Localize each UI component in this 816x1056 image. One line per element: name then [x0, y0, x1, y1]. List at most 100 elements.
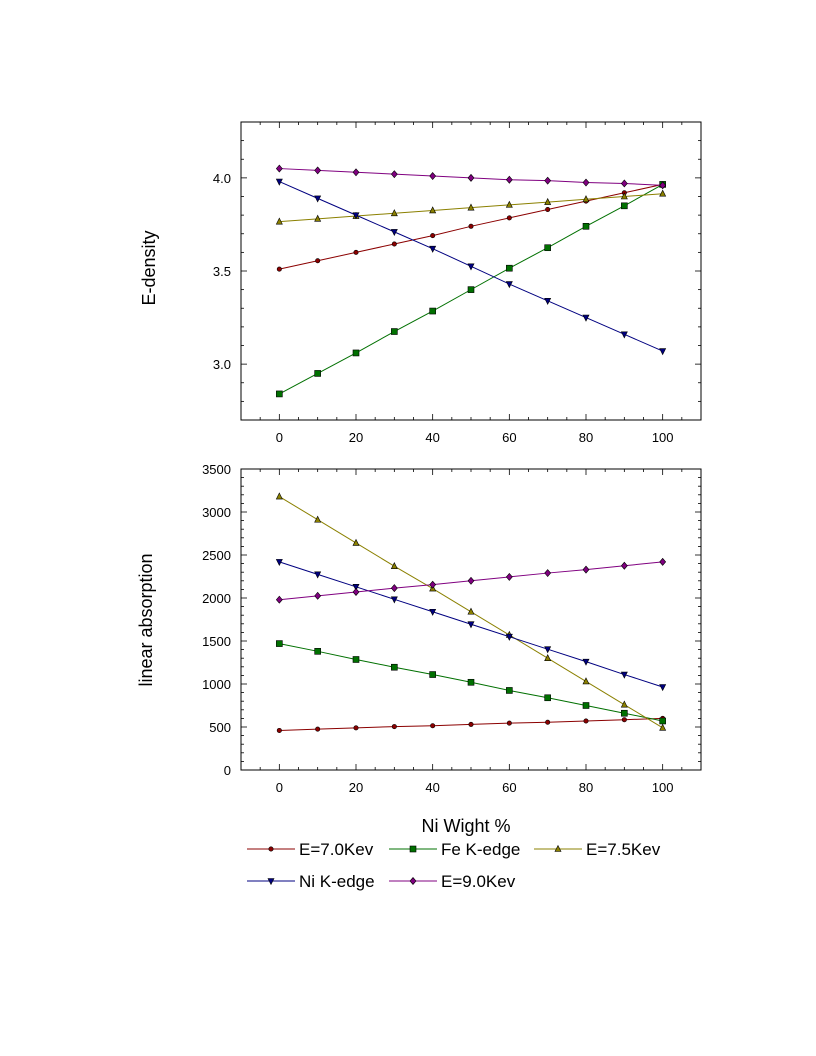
legend-label: E=9.0Kev — [441, 872, 516, 891]
data-point — [430, 723, 436, 729]
series-E=7.5Kev — [275, 492, 667, 731]
data-point — [582, 677, 590, 685]
data-point — [506, 215, 512, 221]
data-point — [544, 176, 552, 185]
data-point — [620, 192, 628, 200]
series-Fe K-edge — [276, 640, 666, 725]
data-point — [390, 209, 398, 217]
plot-top: 0 20 40 60 80 100 3.0 3.5 4.0 — [213, 121, 702, 445]
data-point — [276, 390, 283, 398]
top-y-axis-title: E-density — [139, 230, 159, 305]
data-point — [506, 264, 513, 272]
data-point — [620, 331, 628, 339]
data-point — [544, 197, 552, 205]
legend-label: Fe K-edge — [441, 840, 520, 859]
data-point — [352, 212, 360, 220]
data-point — [544, 694, 551, 702]
data-point — [352, 349, 360, 357]
legend-marker — [409, 845, 417, 853]
data-point — [353, 249, 359, 255]
data-point — [352, 588, 360, 596]
data-point — [544, 244, 551, 252]
data-point — [352, 584, 360, 591]
y-tick-label: 1500 — [202, 634, 231, 649]
data-point — [275, 492, 283, 500]
x-tick-label: 60 — [502, 430, 516, 445]
data-point — [276, 266, 282, 272]
x-tick-label: 0 — [276, 430, 283, 445]
legend-marker — [268, 846, 274, 852]
y-tick-label: 3.5 — [213, 264, 231, 279]
data-point — [505, 281, 513, 289]
data-point — [429, 206, 437, 214]
data-point — [545, 207, 551, 213]
y-tick-label: 0 — [224, 763, 231, 778]
legend-label: Ni K-edge — [299, 872, 375, 891]
data-point — [659, 181, 667, 190]
data-point — [315, 258, 321, 264]
data-point — [352, 538, 360, 546]
data-point — [275, 178, 283, 186]
data-point — [390, 170, 398, 179]
data-point — [582, 565, 590, 574]
data-point — [582, 658, 590, 666]
data-point — [467, 203, 475, 211]
data-point — [390, 562, 398, 569]
x-tick-label: 80 — [579, 780, 593, 795]
data-point — [429, 671, 436, 678]
data-point — [544, 654, 552, 662]
data-point — [314, 571, 322, 579]
data-point — [582, 314, 590, 322]
x-tick-label: 100 — [652, 780, 674, 795]
x-axis-title: Ni Wight % — [421, 816, 510, 836]
data-point — [390, 596, 398, 604]
data-point — [506, 720, 512, 726]
data-point — [314, 648, 321, 655]
data-point — [505, 200, 513, 208]
legend-item: E=7.5Kev — [534, 840, 661, 859]
data-point — [659, 189, 667, 197]
legend-item: E=9.0Kev — [389, 872, 516, 891]
series-E=9.0Kev — [275, 164, 667, 190]
data-point — [430, 233, 436, 239]
series-Fe K-edge — [276, 181, 666, 398]
data-point — [506, 687, 513, 694]
y-tick-label: 3.0 — [213, 357, 231, 372]
data-point — [429, 172, 437, 180]
legend-marker — [554, 844, 562, 852]
x-tick-label: 60 — [502, 780, 516, 795]
data-point — [659, 348, 667, 356]
data-point — [391, 724, 397, 730]
data-point — [467, 607, 475, 615]
data-point — [505, 633, 513, 641]
data-point — [659, 723, 667, 731]
data-point — [352, 168, 360, 177]
data-point — [467, 621, 475, 629]
data-point — [620, 561, 628, 570]
data-point — [390, 584, 398, 593]
legend-label: E=7.5Kev — [586, 840, 661, 859]
data-point — [275, 559, 283, 567]
data-point — [659, 717, 666, 725]
y-tick-label: 500 — [209, 720, 231, 735]
data-point — [545, 719, 551, 725]
data-point — [390, 229, 398, 237]
x-tick-label: 40 — [425, 430, 439, 445]
y-tick-label: 2000 — [202, 591, 231, 606]
series-E=7.0Kev — [276, 715, 666, 733]
y-tick-label: 4.0 — [213, 171, 231, 186]
x-tick-label: 100 — [652, 430, 674, 445]
y-tick-label: 1000 — [202, 677, 231, 692]
data-point — [582, 178, 590, 187]
data-point — [391, 328, 398, 335]
data-point — [314, 195, 322, 203]
legend-label: E=7.0Kev — [299, 840, 374, 859]
data-point — [582, 702, 590, 709]
data-point — [429, 608, 437, 616]
data-point — [468, 223, 474, 229]
x-tick-label: 0 — [276, 780, 283, 795]
data-point — [275, 164, 283, 173]
data-point — [429, 307, 436, 315]
